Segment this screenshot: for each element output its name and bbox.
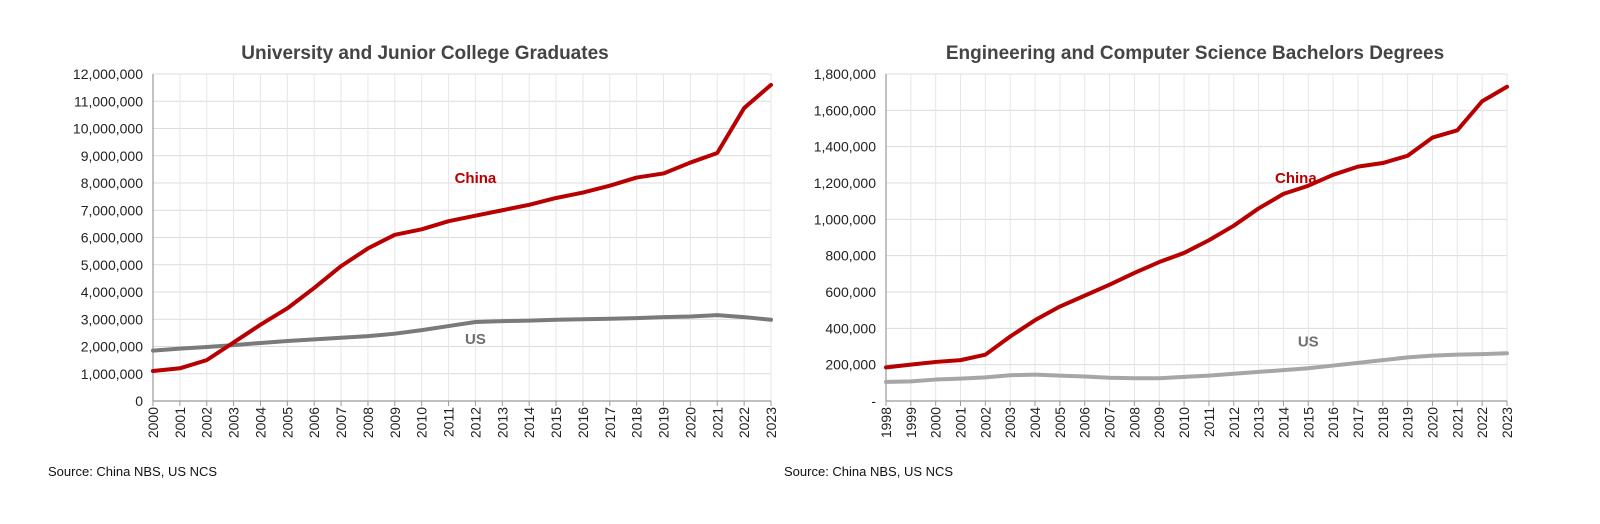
right-chart-x-tick-label: 2014 [1275,407,1291,438]
right-chart-y-tick-label: 1,200,000 [814,175,876,191]
right-chart-title: Engineering and Computer Science Bachelo… [946,43,1444,64]
left-chart-x-tick-label: 2006 [306,407,322,438]
left-chart-title: University and Junior College Graduates [241,43,608,64]
left-chart-y-tick-label: 2,000,000 [81,339,143,355]
left-chart-y-tick-label: 9,000,000 [81,148,143,164]
right-chart-y-tick-label: 400,000 [825,320,876,336]
left-chart-y-tick-label: 1,000,000 [81,366,143,382]
left-chart-x-tick-label: 2014 [521,407,537,438]
right-chart-us-label: US [1298,334,1319,351]
right-chart-x-tick-label: 2009 [1151,407,1167,438]
left-chart-x-tick-label: 2023 [763,407,779,438]
right-chart-x-tick-label: 2011 [1201,407,1217,437]
right-chart-x-tick-label: 2005 [1052,407,1068,438]
left-chart-us-label: US [465,331,486,348]
right-chart-x-tick-label: 2015 [1300,407,1316,438]
right-chart-x-tick-label: 2019 [1400,407,1416,438]
right-chart-x-tick-label: 2004 [1027,407,1043,438]
right-chart-y-tick-label: 800,000 [825,248,876,264]
left-chart-x-tick-label: 2002 [199,407,215,438]
right-chart-x-tick-label: 2023 [1499,407,1515,438]
right-chart-y-tick-label: 1,600,000 [814,102,876,118]
right-chart-x-tick-label: 1999 [903,407,919,438]
right-chart-x-tick-label: 2016 [1325,407,1341,438]
left-chart-y-tick-label: 6,000,000 [81,230,143,246]
left-chart-china-series-line [151,82,773,374]
right-chart-y-tick-label: 1,400,000 [814,139,876,155]
left-chart-y-tick-label: 11,000,000 [74,93,143,109]
right-chart-x-tick-label: 2002 [977,407,993,438]
left-chart-x-tick-label: 2005 [279,407,295,438]
left-chart-x-tick-label: 2001 [172,407,188,438]
left-chart-y-tick-label: 3,000,000 [81,311,143,327]
left-chart-y-tick-label: 12,000,000 [73,66,143,82]
left-chart-x-tick-label: 2008 [360,407,376,438]
left-chart-x-tick-label: 2013 [494,407,510,438]
left-chart-x-tick-label: 2015 [548,407,564,438]
left-chart-x-tick-label: 2019 [656,407,672,438]
right-chart-us-series-line [884,351,1509,384]
left-chart-x-tick-label: 2000 [145,407,161,438]
left-chart-y-tick-label: 7,000,000 [81,202,143,218]
right-chart-x-tick-label: 2017 [1350,407,1366,438]
left-chart-x-tick-label: 2007 [333,407,349,438]
right-chart-y-tick-label: 1,000,000 [814,211,876,227]
right-chart-x-tick-label: 2021 [1449,407,1465,438]
right-chart-x-tick-label: 2010 [1176,407,1192,438]
right-chart-x-tick-label: 2018 [1375,407,1391,438]
left-chart-x-tick-label: 2012 [467,407,483,438]
left-chart-x-tick-label: 2009 [387,407,403,438]
left-chart-source: Source: China NBS, US NCS [48,464,218,479]
left-chart-us-series-line [151,313,773,353]
left-chart-y-tick-label: 10,000,000 [73,121,143,137]
left-chart-x-tick-label: 2021 [709,407,725,438]
left-chart-x-tick-label: 2020 [682,407,698,438]
right-chart-y-tick-label: 600,000 [825,284,876,300]
left-chart-x-tick-label: 2022 [736,407,752,438]
right-chart-x-tick-label: 1998 [878,407,894,438]
left-chart-x-tick-label: 2016 [575,407,591,438]
right-chart-x-tick-label: 2013 [1251,407,1267,438]
right-chart-x-tick-label: 2000 [928,407,944,438]
left-chart-china-label: China [455,170,497,187]
left-chart-x-tick-label: 2010 [414,407,430,438]
right-chart-source: Source: China NBS, US NCS [784,464,954,479]
right-chart-y-tick-label: 1,800,000 [814,66,876,82]
left-chart-x-tick-label: 2018 [629,407,645,438]
right-chart-x-tick-label: 2007 [1102,407,1118,438]
right-chart-x-tick-label: 2003 [1002,407,1018,438]
right-chart-china-series-line [884,84,1509,370]
left-chart-x-tick-label: 2003 [226,407,242,438]
right-chart-x-tick-label: 2001 [953,407,969,438]
right-chart-y-tick-label: - [871,393,876,409]
left-chart-x-tick-label: 2011 [441,407,457,437]
right-chart-x-tick-label: 2008 [1126,407,1142,438]
right-chart-x-tick-label: 2012 [1226,407,1242,438]
left-chart-y-tick-label: 4,000,000 [81,284,143,300]
right-chart-china-label: China [1275,170,1317,187]
left-chart-y-tick-label: 5,000,000 [81,257,143,273]
left-chart-y-tick-label: 0 [135,393,143,409]
left-chart-x-tick-label: 2004 [252,407,268,438]
right-chart-x-tick-label: 2020 [1424,407,1440,438]
right-chart-y-tick-label: 200,000 [825,357,876,373]
right-chart-x-tick-label: 2006 [1077,407,1093,438]
left-chart-y-tick-label: 8,000,000 [81,175,143,191]
left-chart-x-tick-label: 2017 [602,407,618,438]
right-chart-x-tick-label: 2022 [1474,407,1490,438]
